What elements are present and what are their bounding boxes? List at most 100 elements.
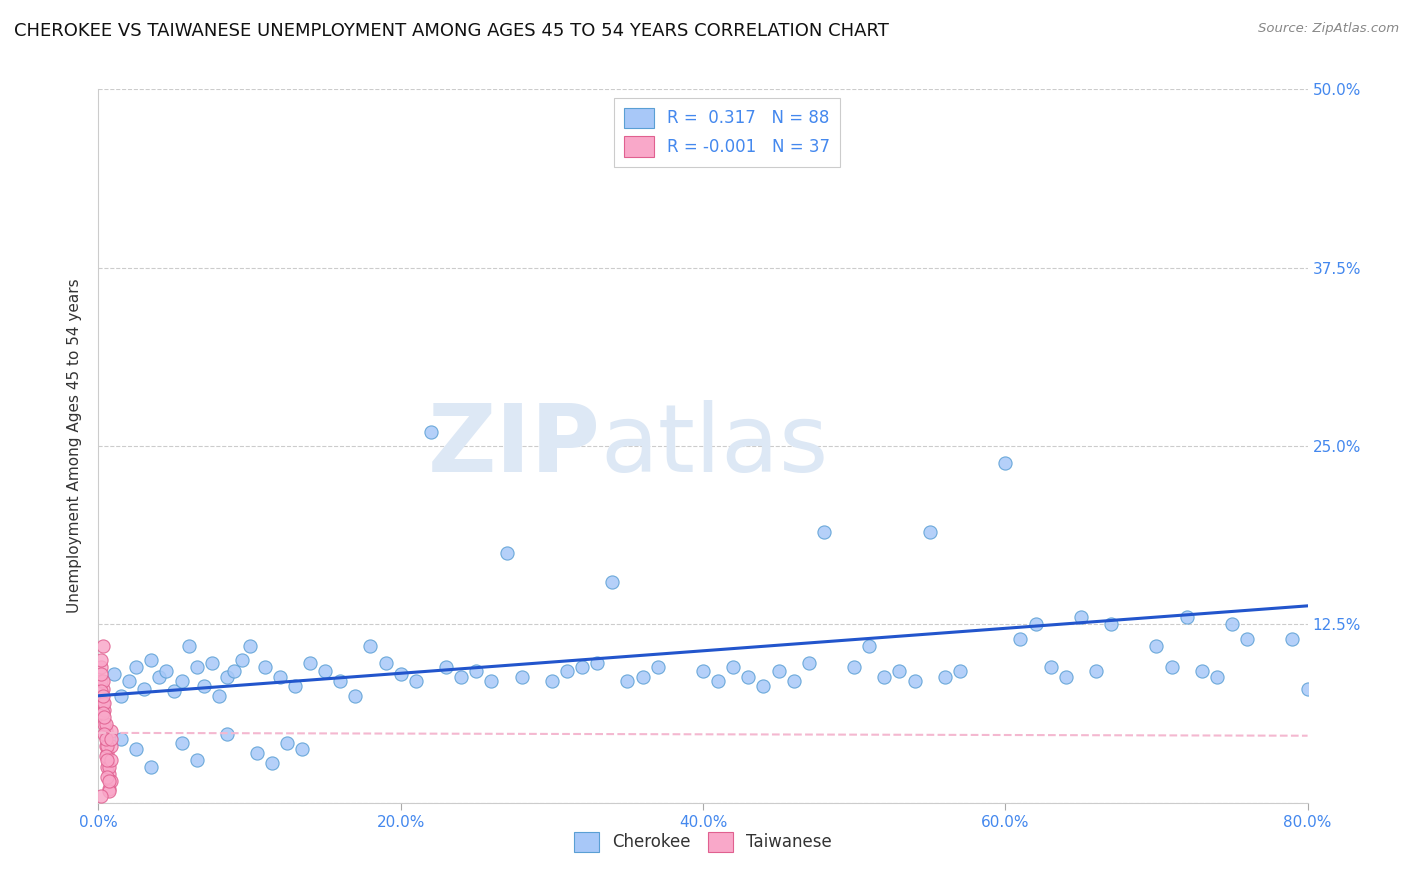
- Point: [253, 660, 276, 674]
- Legend: Cherokee, Taiwanese: Cherokee, Taiwanese: [568, 825, 838, 859]
- Point: [1039, 660, 1062, 674]
- Point: [586, 656, 609, 670]
- Point: [329, 674, 352, 689]
- Point: [1070, 610, 1092, 624]
- Text: atlas: atlas: [600, 400, 828, 492]
- Point: [239, 639, 262, 653]
- Point: [141, 760, 163, 774]
- Point: [631, 670, 654, 684]
- Point: [465, 665, 488, 679]
- Point: [186, 753, 208, 767]
- Point: [994, 456, 1017, 470]
- Point: [100, 724, 122, 739]
- Point: [1281, 632, 1303, 646]
- Point: [1220, 617, 1243, 632]
- Point: [91, 689, 114, 703]
- Point: [314, 665, 336, 679]
- Point: [768, 665, 790, 679]
- Point: [91, 706, 114, 720]
- Point: [224, 665, 246, 679]
- Point: [360, 639, 382, 653]
- Text: Source: ZipAtlas.com: Source: ZipAtlas.com: [1258, 22, 1399, 36]
- Point: [90, 660, 112, 674]
- Point: [246, 746, 269, 760]
- Point: [389, 667, 412, 681]
- Point: [783, 674, 806, 689]
- Point: [405, 674, 427, 689]
- Point: [420, 425, 443, 439]
- Point: [374, 656, 396, 670]
- Point: [125, 741, 148, 756]
- Point: [98, 760, 121, 774]
- Text: ZIP: ZIP: [427, 400, 600, 492]
- Point: [540, 674, 562, 689]
- Point: [873, 670, 896, 684]
- Point: [737, 670, 759, 684]
- Point: [148, 670, 170, 684]
- Point: [752, 679, 775, 693]
- Point: [262, 756, 284, 770]
- Point: [1099, 617, 1122, 632]
- Point: [495, 546, 517, 560]
- Point: [1296, 681, 1319, 696]
- Y-axis label: Unemployment Among Ages 45 to 54 years: Unemployment Among Ages 45 to 54 years: [67, 278, 83, 614]
- Point: [103, 667, 125, 681]
- Point: [284, 679, 307, 693]
- Point: [179, 639, 201, 653]
- Point: [889, 665, 911, 679]
- Point: [1206, 670, 1229, 684]
- Point: [692, 665, 714, 679]
- Point: [155, 665, 177, 679]
- Point: [94, 731, 117, 746]
- Point: [91, 681, 114, 696]
- Point: [276, 736, 298, 750]
- Point: [904, 674, 927, 689]
- Point: [616, 674, 638, 689]
- Point: [215, 670, 238, 684]
- Point: [91, 639, 114, 653]
- Point: [1144, 639, 1167, 653]
- Point: [94, 748, 117, 763]
- Point: [100, 774, 122, 789]
- Point: [797, 656, 820, 670]
- Point: [1024, 617, 1046, 632]
- Point: [1191, 665, 1213, 679]
- Point: [291, 741, 314, 756]
- Point: [201, 656, 224, 670]
- Point: [481, 674, 503, 689]
- Point: [231, 653, 253, 667]
- Point: [94, 739, 117, 753]
- Point: [858, 639, 880, 653]
- Point: [100, 731, 122, 746]
- Point: [602, 574, 624, 589]
- Point: [93, 727, 115, 741]
- Point: [94, 717, 117, 731]
- Point: [571, 660, 593, 674]
- Point: [90, 684, 112, 698]
- Point: [94, 724, 117, 739]
- Point: [93, 710, 115, 724]
- Point: [98, 774, 121, 789]
- Point: [141, 653, 163, 667]
- Point: [1054, 670, 1077, 684]
- Point: [170, 674, 193, 689]
- Point: [90, 674, 112, 689]
- Point: [125, 660, 148, 674]
- Point: [555, 665, 578, 679]
- Point: [1085, 665, 1108, 679]
- Point: [110, 731, 132, 746]
- Point: [934, 670, 956, 684]
- Point: [208, 689, 231, 703]
- Point: [813, 524, 835, 539]
- Point: [299, 656, 322, 670]
- Point: [949, 665, 972, 679]
- Point: [450, 670, 472, 684]
- Point: [96, 739, 118, 753]
- Point: [1236, 632, 1258, 646]
- Point: [91, 696, 114, 710]
- Point: [1010, 632, 1032, 646]
- Point: [193, 679, 215, 693]
- Point: [118, 674, 141, 689]
- Point: [707, 674, 730, 689]
- Point: [110, 689, 132, 703]
